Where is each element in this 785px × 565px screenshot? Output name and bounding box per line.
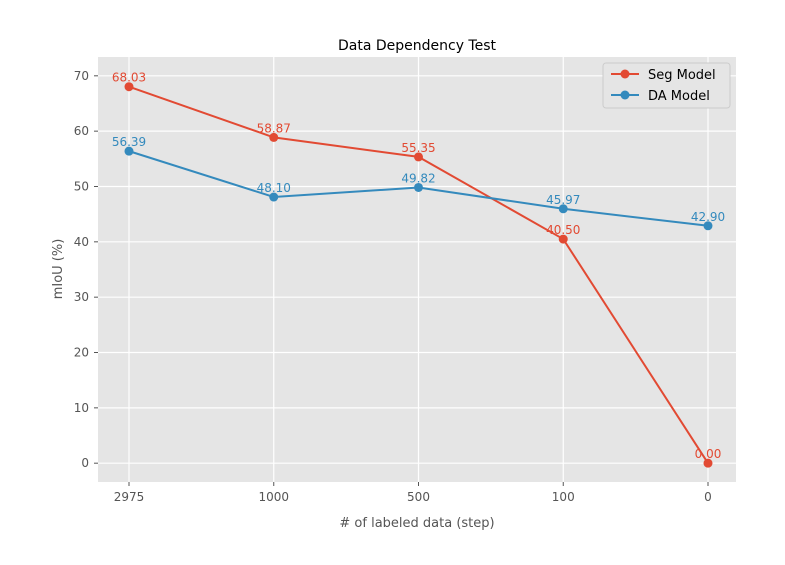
y-tick-label: 0 <box>81 456 89 470</box>
chart-title: Data Dependency Test <box>338 38 497 54</box>
legend-marker-da <box>620 90 630 100</box>
data-point-seg-model <box>269 132 279 142</box>
x-tick-label: 1000 <box>258 490 289 504</box>
data-label-seg-model: 58.87 <box>257 121 291 135</box>
legend: Seg Model DA Model <box>602 62 731 109</box>
legend-marker-seg <box>620 69 630 79</box>
y-tick-label: 20 <box>74 346 89 360</box>
data-point-da-model <box>414 182 423 192</box>
data-point-da-model <box>703 221 713 231</box>
y-tick-label: 30 <box>74 290 89 304</box>
data-label-seg-model: 40.50 <box>546 223 580 237</box>
data-label-da-model: 48.10 <box>257 181 291 195</box>
plot-area <box>98 57 736 482</box>
data-point-da-model <box>124 146 134 156</box>
y-axis-label: mIoU (%) <box>51 239 66 300</box>
y-tick-label: 40 <box>74 235 89 249</box>
data-point-da-model <box>558 204 568 214</box>
x-axis-ticks: 2975 1000 500 100 0 <box>114 482 712 504</box>
data-label-seg-model: 68.03 <box>112 71 146 85</box>
x-tick-label: 2975 <box>114 490 145 504</box>
data-label-da-model: 49.82 <box>401 171 435 185</box>
data-label-seg-model: 0.00 <box>695 447 722 461</box>
x-tick-label: 0 <box>704 490 712 504</box>
data-point-seg-model <box>703 458 713 468</box>
data-point-seg-model <box>558 234 568 244</box>
y-axis-ticks: 0 10 20 30 40 50 60 70 <box>74 69 98 470</box>
y-tick-label: 50 <box>74 179 89 193</box>
y-tick-label: 60 <box>74 124 89 138</box>
y-tick-label: 70 <box>74 69 89 83</box>
data-label-da-model: 42.90 <box>691 210 725 224</box>
legend-label-da: DA Model <box>648 89 710 104</box>
data-point-seg-model <box>414 152 423 162</box>
data-label-da-model: 56.39 <box>112 135 146 149</box>
legend-label-seg: Seg Model <box>648 68 716 83</box>
y-tick-label: 10 <box>74 401 89 415</box>
data-label-seg-model: 55.35 <box>401 141 435 155</box>
data-label-da-model: 45.97 <box>546 193 580 207</box>
series-group <box>124 82 713 468</box>
data-point-da-model <box>269 192 279 202</box>
x-tick-label: 100 <box>552 490 575 504</box>
x-axis-label: # of labeled data (step) <box>339 516 494 531</box>
data-labels: 68.03 58.87 55.35 40.50 0.00 56.39 48.10 49.82 4… <box>112 71 725 461</box>
data-point-seg-model <box>124 82 134 92</box>
x-tick-label: 500 <box>407 490 430 504</box>
